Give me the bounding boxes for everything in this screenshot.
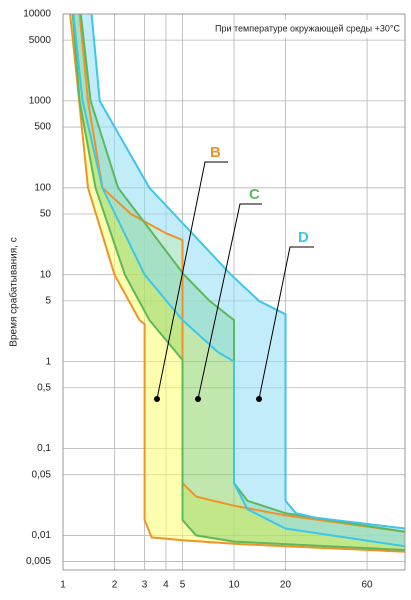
- series-label: B: [210, 144, 221, 161]
- band-upper-line: [78, 13, 406, 533]
- y-tick-label: 5000: [29, 35, 52, 46]
- band-lower-line: [72, 13, 406, 548]
- band-lower-line: [69, 13, 406, 553]
- plot-frame: [62, 13, 406, 571]
- band-fill: [72, 14, 405, 550]
- series-label: D: [298, 229, 309, 246]
- band-upper-line: [79, 13, 406, 533]
- x-tick-label: 1: [60, 580, 66, 591]
- y-tick-label: 0,1: [37, 443, 51, 454]
- x-tick-label: 10: [228, 580, 240, 591]
- y-tick-label: 10000: [23, 9, 51, 20]
- band-fill: [70, 14, 405, 552]
- dots: [154, 396, 262, 402]
- y-tick-label: 500: [34, 122, 51, 133]
- annotation: При температуре окружающей среды +30°С: [215, 23, 401, 33]
- band-lower-line: [71, 13, 406, 551]
- y-tick-label: 10: [40, 269, 52, 280]
- y-tick-label: 1: [45, 356, 51, 367]
- x-tick-label: 4: [163, 580, 169, 591]
- y-tick-label: 0,5: [37, 382, 51, 393]
- y-axis-label: Время срабатывания, с: [8, 237, 20, 346]
- y-tick-label: 0,05: [32, 469, 52, 480]
- series-label: C: [249, 186, 260, 203]
- x-tick-label: 3: [142, 580, 148, 591]
- x-tick-label: 20: [280, 580, 292, 591]
- leaders: [156, 161, 314, 400]
- y-tick-label: 5: [45, 296, 51, 307]
- x-tick-label: 5: [180, 580, 186, 591]
- x-tick-label: 60: [362, 580, 374, 591]
- y-tick-label: 0,005: [26, 556, 51, 567]
- y-tick-label: 0,01: [32, 530, 52, 541]
- x-tick-label: 2: [112, 580, 118, 591]
- band-upper-line: [90, 13, 406, 530]
- y-tick-label: 1000: [29, 96, 52, 107]
- y-tick-label: 100: [34, 182, 51, 193]
- y-tick-label: 50: [40, 209, 52, 220]
- band-fill: [73, 14, 406, 547]
- annotation-box: [278, 20, 402, 38]
- bands: [69, 13, 406, 553]
